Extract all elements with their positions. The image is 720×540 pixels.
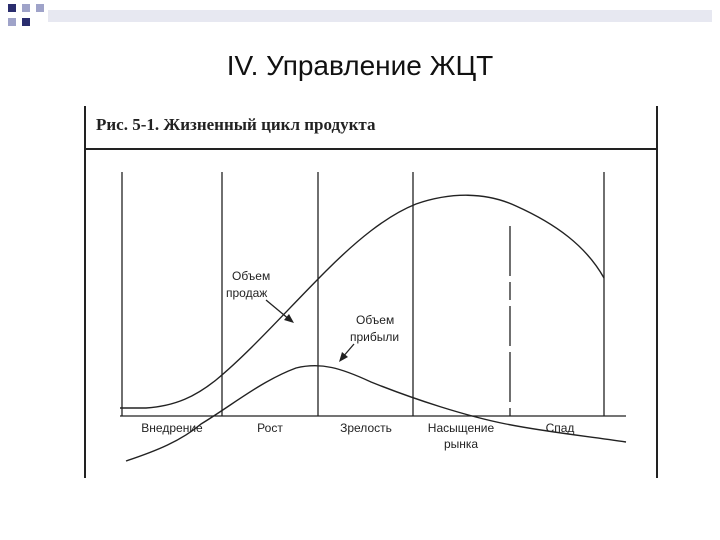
slide-title: IV. Управление ЖЦТ: [226, 50, 494, 81]
decorative-squares: [8, 4, 712, 26]
figure-header: Рис. 5-1. Жизненный цикл продукта: [86, 106, 656, 150]
sales-pointer-arrow: [265, 299, 291, 321]
stage-label-saturation-line2: рынка: [444, 437, 478, 451]
sales-label-line1: Объем: [232, 269, 270, 283]
profit-arrowhead: [339, 352, 348, 362]
sales-arrowhead: [284, 314, 294, 323]
profit-label-line1: Объем: [356, 313, 394, 327]
product-life-cycle-figure: Рис. 5-1. Жизненный цикл продукта Объем: [84, 106, 658, 478]
stage-label-decline: Спад: [546, 421, 575, 435]
profit-label-line2: прибыли: [350, 330, 399, 344]
profit-volume-curve: [125, 365, 627, 462]
stage-label-introduction: Внедрение: [141, 421, 203, 435]
stage-label-saturation-line1: Насыщение: [428, 421, 495, 435]
stage-label-maturity: Зрелость: [340, 421, 392, 435]
stage-label-growth: Рост: [257, 421, 283, 435]
sales-volume-curve: [120, 194, 605, 409]
sales-label-line2: продаж: [226, 286, 267, 300]
life-cycle-diagram: Объем продаж Объем прибыли Внедрение Рос…: [120, 172, 627, 462]
figure-caption: Рис. 5-1. Жизненный цикл продукта: [96, 115, 376, 134]
